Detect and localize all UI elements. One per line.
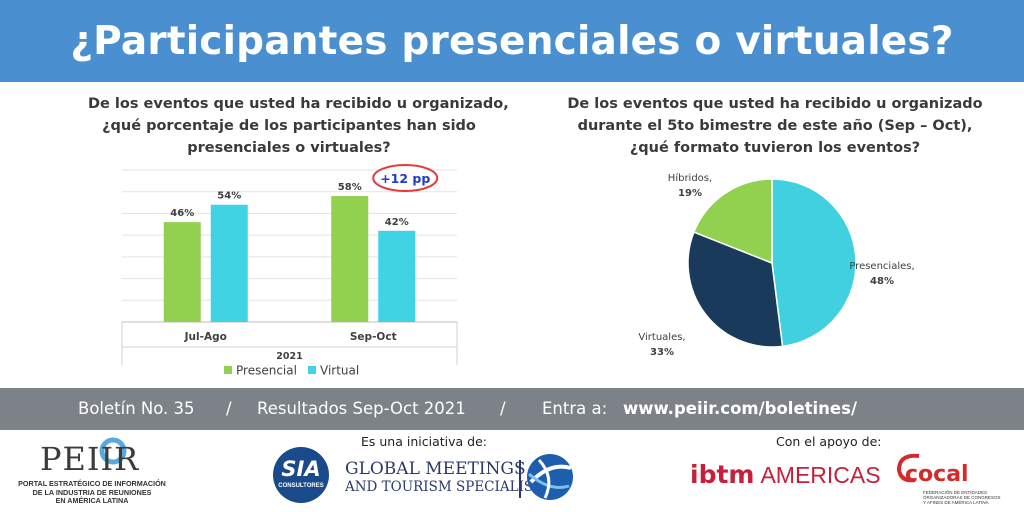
bar-x-axis-label: 2021	[276, 351, 302, 362]
peiir-logo-line: PORTAL ESTRATÉGICO DE INFORMACIÓN	[18, 479, 166, 488]
title-banner: ¿Participantes presenciales o virtuales?	[0, 0, 1024, 82]
pie-chart-title-line: De los eventos que usted ha recibido u o…	[567, 96, 983, 112]
bar-chart-title-line: De los eventos que usted ha recibido u o…	[88, 96, 509, 112]
gmts-logo: GLOBAL MEETINGS AND TOURISM SPECIALISTS	[345, 460, 551, 496]
gmts-logo-line: AND TOURISM SPECIALISTS	[345, 479, 552, 495]
pie-slice-value: 33%	[650, 347, 674, 358]
footer	[0, 430, 1024, 512]
cocal-logo-line: FEDERACIÓN DE ENTIDADES	[923, 490, 988, 495]
bar-chart-title-line: presenciales o virtuales?	[187, 140, 391, 156]
bar-chart-title-line: ¿qué porcentaje de los participantes han…	[102, 118, 476, 134]
bar-data-label: 58%	[338, 182, 362, 193]
peiir-logo: PEIIR PORTAL ESTRATÉGICO DE INFORMACIÓN …	[18, 436, 166, 508]
pie-chart-title: De los eventos que usted ha recibido u o…	[565, 93, 985, 159]
bar-data-label: 42%	[385, 217, 409, 228]
enter-label: Entra a:	[542, 399, 608, 418]
bar-presencial	[163, 222, 201, 322]
cocal-logo-subtitle: FEDERACIÓN DE ENTIDADES ORGANIZADORAS DE…	[923, 490, 1001, 505]
band-separator: /	[500, 399, 506, 418]
bar-virtual	[210, 204, 248, 322]
bar-chart-title: De los eventos que usted ha recibido u o…	[88, 93, 509, 159]
cocal-logo: cocal FEDERACIÓN DE ENTIDADES ORGANIZADO…	[893, 446, 1003, 506]
peiir-logo-subtitle: PORTAL ESTRATÉGICO DE INFORMACIÓN DE LA …	[18, 479, 166, 506]
legend-swatch-presencial	[224, 366, 232, 374]
sia-logo: SIA CONSULTORES	[273, 447, 329, 503]
bar-data-label: 54%	[217, 191, 241, 202]
pie-slice-value: 19%	[678, 188, 702, 199]
pie-slice-name: Virtuales,	[638, 332, 685, 343]
peiir-logo-line: DE LA INDUSTRIA DE REUNIONES	[32, 487, 152, 497]
band-separator: /	[226, 399, 232, 418]
bar-data-label: 46%	[170, 208, 194, 219]
gmts-logo-line: GLOBAL MEETINGS	[345, 459, 526, 479]
bar-virtual	[378, 230, 416, 322]
peiir-logo-word: PEIIR	[40, 440, 140, 478]
pie-slice-name: Híbridos,	[668, 172, 712, 184]
bulletin-number: Boletín No. 35	[78, 399, 195, 418]
bar-presencial	[331, 196, 369, 322]
globe-icon	[527, 454, 573, 500]
cocal-logo-word: cocal	[905, 462, 969, 487]
pie-slice	[687, 231, 784, 348]
results-period: Resultados Sep-Oct 2021	[257, 399, 466, 418]
legend-swatch-virtual	[308, 366, 316, 374]
annotation-label: +12 pp	[380, 171, 430, 186]
cocal-swirl-icon	[896, 453, 920, 483]
legend-label-virtual: Virtual	[320, 364, 359, 378]
legend-label-presencial: Presencial	[236, 364, 297, 378]
pie-slice-value: 48%	[870, 276, 894, 287]
peiir-logo-line: EN AMÉRICA LATINA	[55, 496, 129, 505]
gmts-logo-divider	[519, 460, 521, 498]
ibtm-americas-logo: ibtm AMERICAS	[690, 460, 881, 489]
bar-category-label: Jul-Ago	[184, 331, 227, 343]
pie-slice	[692, 178, 773, 265]
annotation-ring	[372, 164, 439, 192]
ibtm-logo-word: ibtm	[690, 460, 755, 489]
page-title: ¿Participantes presenciales o virtuales?	[70, 18, 954, 64]
cocal-logo-line: Y AFINES DE AMÉRICA LATINA	[923, 500, 989, 505]
pie-slice	[771, 178, 857, 348]
sia-logo-subtitle: CONSULTORES	[278, 483, 324, 489]
cocal-logo-line: ORGANIZADORAS DE CONGRESOS	[923, 495, 1001, 500]
pie-slice-name: Presenciales,	[849, 261, 914, 272]
bulletins-link[interactable]: www.peiir.com/boletines/	[623, 399, 857, 418]
peiir-ring-icon	[99, 437, 127, 465]
ibtm-logo-region: AMERICAS	[760, 462, 881, 488]
bar-category-label: Sep-Oct	[350, 331, 397, 343]
pie-chart-title-line: durante el 5to bimestre de este año (Sep…	[577, 118, 973, 134]
pie-chart-title-line: ¿qué formato tuvieron los eventos?	[629, 140, 921, 156]
initiative-label: Es una iniciativa de:	[361, 434, 487, 449]
sia-logo-word: SIA	[281, 457, 321, 481]
info-band: Boletín No. 35 / Resultados Sep-Oct 2021…	[0, 388, 1024, 430]
support-label: Con el apoyo de:	[776, 434, 882, 449]
bar-chart: 46% 54% Jul-Ago 58% 42% Sep-Oct 2021 +12 pp Pres…	[121, 164, 458, 378]
pie-chart: Presenciales, 48% Virtuales, 33% Híbridos, 19…	[638, 172, 914, 358]
